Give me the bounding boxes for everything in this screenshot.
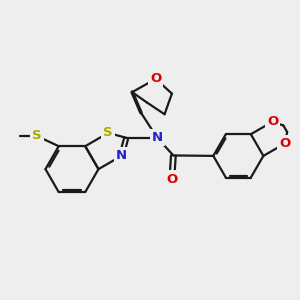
Text: S: S [103, 126, 113, 140]
Text: O: O [279, 137, 291, 150]
Text: S: S [32, 129, 41, 142]
Text: N: N [116, 149, 127, 162]
Text: O: O [150, 72, 161, 86]
Text: O: O [166, 172, 178, 185]
Text: N: N [152, 131, 163, 144]
Text: O: O [267, 115, 278, 128]
